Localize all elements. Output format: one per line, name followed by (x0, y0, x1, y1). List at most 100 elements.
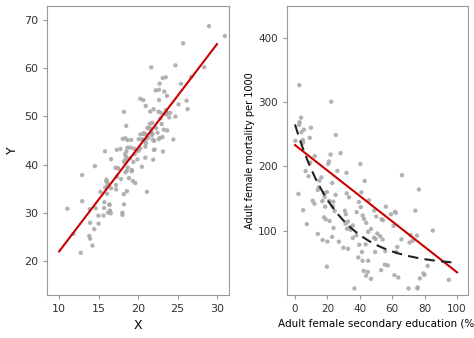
Point (103, 177, 110, 183)
Point (330, 225, 337, 231)
Point (328, 99, 335, 104)
Point (137, 132, 144, 137)
Point (97, 189, 104, 195)
Point (100, 199, 108, 205)
Point (112, 165, 119, 170)
Point (421, 272, 428, 277)
Point (158, 121, 165, 127)
Point (419, 271, 427, 276)
Point (394, 275, 402, 280)
Point (296, 82, 303, 88)
Point (332, 132, 339, 138)
X-axis label: X: X (134, 319, 142, 333)
Point (106, 202, 113, 208)
Point (119, 136, 127, 142)
Point (86, 236, 94, 241)
Point (405, 286, 412, 291)
Point (363, 220, 370, 225)
Point (310, 201, 318, 207)
Point (414, 285, 421, 290)
Point (314, 187, 321, 193)
Point (86, 207, 93, 212)
Point (319, 198, 326, 204)
Point (299, 140, 307, 146)
Point (382, 248, 389, 254)
Point (142, 155, 149, 161)
Point (307, 160, 314, 165)
Point (106, 208, 114, 214)
Point (101, 185, 109, 190)
Point (157, 110, 165, 116)
Point (124, 138, 131, 143)
Point (115, 166, 122, 171)
Point (355, 255, 362, 260)
Point (359, 213, 366, 218)
Point (323, 189, 331, 195)
Point (318, 175, 325, 180)
Point (122, 154, 130, 160)
Point (142, 138, 149, 143)
Point (163, 93, 171, 99)
Point (355, 199, 363, 205)
Point (344, 246, 352, 251)
Point (347, 227, 355, 233)
Point (107, 211, 115, 216)
Point (138, 137, 146, 142)
Point (142, 141, 150, 146)
Point (367, 226, 375, 232)
Point (149, 157, 157, 162)
Point (128, 137, 135, 143)
Point (147, 65, 155, 70)
Point (122, 123, 130, 128)
Point (359, 258, 366, 263)
Point (164, 128, 171, 133)
Point (150, 147, 158, 153)
Point (374, 231, 381, 236)
Point (384, 263, 392, 268)
Point (353, 233, 360, 238)
Point (445, 277, 453, 283)
Point (120, 159, 128, 165)
Point (139, 131, 147, 137)
Point (335, 239, 343, 244)
Point (362, 242, 369, 247)
Point (145, 135, 152, 141)
Point (104, 181, 111, 187)
Point (381, 262, 389, 267)
Point (159, 149, 167, 154)
Point (148, 130, 155, 135)
Point (297, 115, 305, 120)
Point (85, 233, 93, 239)
Point (166, 110, 174, 116)
Point (102, 178, 110, 184)
Point (114, 165, 121, 171)
Point (371, 249, 379, 255)
Point (78, 172, 86, 178)
Point (325, 159, 333, 164)
Point (302, 168, 310, 174)
Point (148, 132, 155, 138)
Point (123, 149, 130, 154)
Point (106, 202, 113, 207)
Point (106, 208, 114, 213)
Point (121, 158, 128, 164)
Point (177, 81, 185, 87)
Point (295, 191, 302, 197)
Point (406, 240, 413, 245)
Point (303, 221, 310, 227)
Point (113, 147, 120, 152)
Point (370, 208, 378, 213)
Point (362, 273, 370, 278)
Point (296, 120, 303, 125)
Point (79, 198, 86, 204)
Point (416, 276, 424, 281)
Point (370, 235, 378, 240)
Point (314, 231, 321, 237)
Point (391, 209, 399, 215)
Point (295, 122, 303, 127)
Point (372, 236, 379, 242)
Point (162, 75, 170, 80)
Point (142, 103, 149, 109)
Point (155, 87, 163, 93)
Point (373, 214, 380, 219)
